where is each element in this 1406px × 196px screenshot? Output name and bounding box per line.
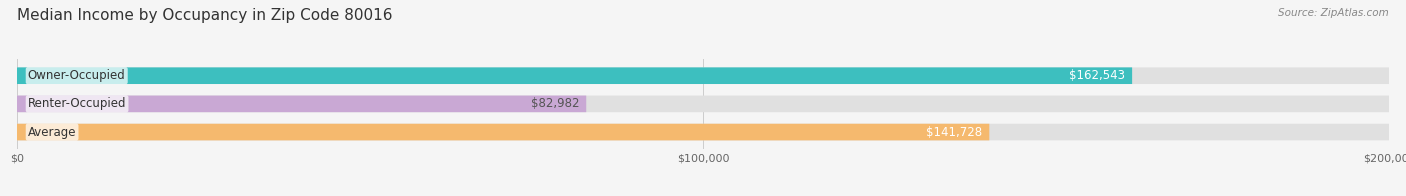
- FancyBboxPatch shape: [17, 67, 1132, 84]
- FancyBboxPatch shape: [17, 124, 990, 140]
- Text: Renter-Occupied: Renter-Occupied: [28, 97, 127, 110]
- FancyBboxPatch shape: [17, 96, 1389, 112]
- Text: $82,982: $82,982: [531, 97, 579, 110]
- FancyBboxPatch shape: [17, 96, 586, 112]
- FancyBboxPatch shape: [17, 124, 1389, 140]
- FancyBboxPatch shape: [17, 67, 1389, 84]
- Text: Source: ZipAtlas.com: Source: ZipAtlas.com: [1278, 8, 1389, 18]
- Text: Median Income by Occupancy in Zip Code 80016: Median Income by Occupancy in Zip Code 8…: [17, 8, 392, 23]
- Text: Average: Average: [28, 126, 76, 139]
- Text: Owner-Occupied: Owner-Occupied: [28, 69, 125, 82]
- Text: $141,728: $141,728: [927, 126, 983, 139]
- Text: $162,543: $162,543: [1070, 69, 1125, 82]
